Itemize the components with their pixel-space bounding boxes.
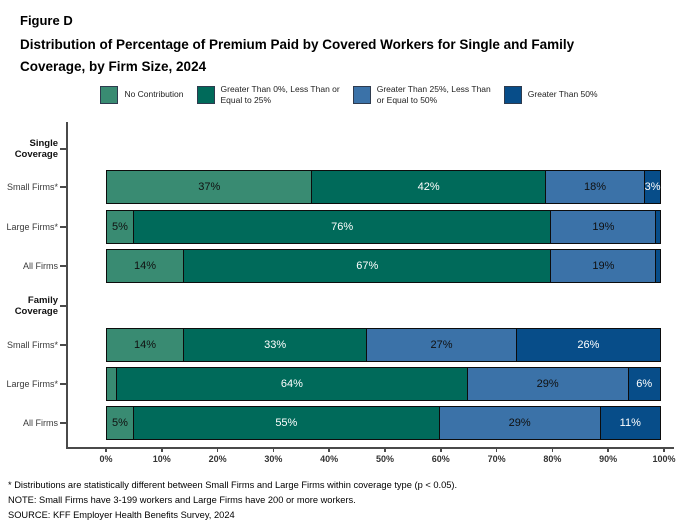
bar-segment-label: 29% (508, 417, 531, 429)
x-axis-tick-label: 90% (599, 454, 618, 464)
x-axis-tick-label: 50% (375, 454, 394, 464)
x-axis-tick-label: 100% (652, 454, 676, 464)
bar-segment-label: 14% (134, 260, 157, 272)
footnote-line: NOTE: Small Firms have 3-199 workers and… (8, 495, 356, 505)
bar-segment (106, 367, 118, 401)
bar-segment-label: 18% (584, 181, 607, 193)
bar-segment: 55% (132, 406, 440, 440)
bar-segment-label: 37% (198, 181, 221, 193)
bar-segment: 19% (550, 210, 657, 244)
footnotes: * Distributions are statistically differ… (8, 478, 457, 523)
legend-swatch-icon (352, 85, 371, 104)
figure-label: Figure D (20, 13, 73, 28)
bar-segment: 3% (644, 170, 661, 204)
bar-segment: 33% (183, 328, 368, 362)
bar-segment-label: 6% (636, 378, 653, 390)
bar-segment: 19% (550, 249, 657, 283)
bar-segment-label: 33% (264, 339, 287, 351)
bar-segment-label: 42% (417, 181, 440, 193)
legend-item: Greater Than 25%, Less Than or Equal to … (352, 84, 491, 105)
bar-segment: 6% (627, 367, 661, 401)
stacked-bar: 14% 33% 27% 26% (106, 328, 664, 362)
x-axis-tick-label: 40% (320, 454, 339, 464)
x-axis-tick-label: 60% (431, 454, 450, 464)
footnote-line: * Distributions are statistically differ… (8, 480, 458, 490)
row-label: All Firms (23, 418, 58, 428)
bar-segment-label: 29% (536, 378, 559, 390)
legend-item: No Contribution (100, 85, 184, 104)
legend-item-label: Greater Than 0%, Less Than or Equal to 2… (220, 84, 340, 105)
x-axis-tick-label: 30% (264, 454, 283, 464)
x-axis-tick-label: 80% (543, 454, 562, 464)
bar-segment: 5% (106, 406, 134, 440)
stacked-bar: 64% 29% 6% (106, 367, 664, 401)
bar-segment-label: 55% (275, 417, 298, 429)
chart-title: Distribution of Percentage of Premium Pa… (20, 37, 575, 74)
bar-segment-label: 76% (331, 221, 354, 233)
legend-item-label: No Contribution (124, 89, 184, 100)
bar-segment: 27% (366, 328, 517, 362)
bar-segment-label: 5% (111, 221, 128, 233)
bar-segment-label: 27% (430, 339, 453, 351)
legend-item: Greater Than 50% (503, 85, 598, 104)
stacked-bar: 5% 76% 19% (106, 210, 664, 244)
bar-segment: 42% (311, 170, 546, 204)
row-label: All Firms (23, 261, 58, 271)
x-axis-line (66, 447, 674, 449)
x-axis-tick-label: 10% (152, 454, 171, 464)
bar-segment-label: 11% (619, 417, 641, 429)
legend-item-label: Greater Than 50% (527, 89, 598, 100)
bar-segment-label: 19% (592, 260, 615, 272)
bar-segment: 14% (106, 249, 185, 283)
bar-segment-label: 67% (356, 260, 379, 272)
legend-swatch-icon (503, 85, 522, 104)
bar-segment: 29% (438, 406, 601, 440)
x-axis-tick-label: 0% (99, 454, 113, 464)
legend: No Contribution Greater Than 0%, Less Tha… (0, 84, 698, 105)
legend-swatch-icon (196, 85, 215, 104)
x-axis-tick-label: 70% (487, 454, 506, 464)
x-axis-tick-label: 20% (208, 454, 227, 464)
bar-segment: 11% (599, 406, 661, 440)
group-header: Family Coverage (14, 295, 58, 317)
bar-segment-label: 5% (111, 417, 128, 429)
bar-segment: 76% (132, 210, 552, 244)
bar-segment-label: 14% (134, 339, 157, 351)
bar-segment: 18% (544, 170, 646, 204)
legend-item-label: Greater Than 25%, Less Than or Equal to … (376, 84, 491, 105)
bar-segment-label: 26% (577, 339, 600, 351)
bar-segment-label: 19% (592, 221, 615, 233)
y-axis-line (66, 122, 68, 449)
bar-segment (655, 210, 661, 244)
stacked-bar: 14% 67% 19% (106, 249, 664, 283)
legend-item: Greater Than 0%, Less Than or Equal to 2… (196, 84, 340, 105)
bar-segment: 29% (466, 367, 629, 401)
bar-segment: 5% (106, 210, 134, 244)
bar-segment: 67% (183, 249, 552, 283)
bar-segment (655, 249, 661, 283)
stacked-bar: 5% 55% 29% 11% (106, 406, 664, 440)
bar-segment: 14% (106, 328, 185, 362)
stacked-bar: 37% 42% 18% 3% (106, 170, 664, 204)
legend-swatch-icon (100, 85, 119, 104)
row-label: Small Firms* (7, 182, 58, 192)
footnote-line: SOURCE: KFF Employer Health Benefits Sur… (8, 510, 235, 520)
row-label: Large Firms* (6, 222, 58, 232)
row-label: Small Firms* (7, 340, 58, 350)
bar-segment-label: 3% (644, 181, 661, 193)
bar-segment: 26% (515, 328, 661, 362)
bar-segment: 37% (106, 170, 313, 204)
group-header: Single Coverage (14, 138, 58, 160)
bar-segment: 64% (116, 367, 468, 401)
bar-segment-label: 64% (280, 378, 303, 390)
row-label: Large Firms* (6, 379, 58, 389)
